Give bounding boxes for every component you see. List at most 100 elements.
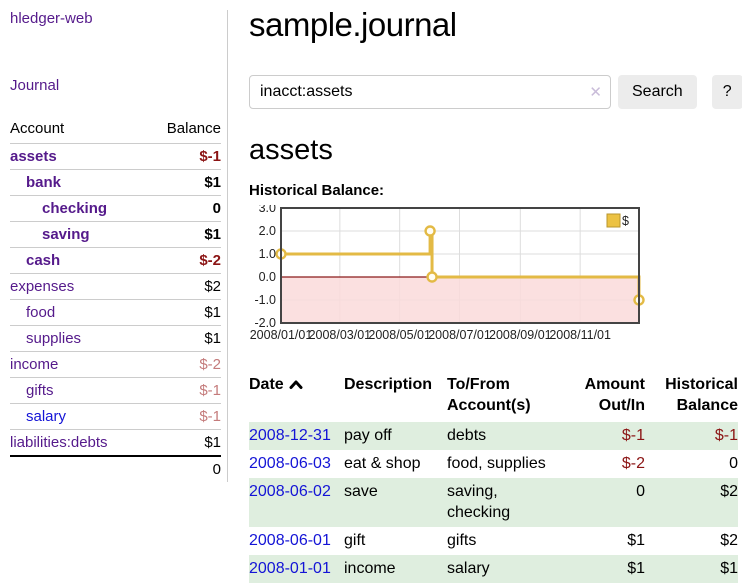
search-button[interactable]: Search: [618, 75, 697, 109]
svg-text:0.0: 0.0: [259, 270, 276, 284]
brand-link[interactable]: hledger-web: [10, 10, 93, 27]
account-row: income $-2: [10, 351, 221, 378]
account-row: expenses $2: [10, 273, 221, 300]
transaction-amount: $1: [565, 555, 645, 583]
account-row: assets $-1: [10, 143, 221, 170]
accounts-table: Account Balance assets $-1 bank $1 checking 0…: [10, 116, 221, 482]
search-wrap: ✕: [249, 75, 611, 109]
account-balance: $-1: [145, 143, 221, 170]
sidebar-inner: hledger-web Journal Account Balance asse…: [10, 10, 228, 482]
data-point-marker: [426, 271, 438, 283]
account-link-liabilities-debts[interactable]: liabilities:debts: [10, 434, 108, 451]
transaction-description: income: [344, 555, 447, 583]
svg-text:2.0: 2.0: [259, 224, 276, 238]
sidebar-item-journal[interactable]: Journal: [10, 77, 60, 94]
account-row: salary $-1: [10, 403, 221, 430]
data-point-marker: [424, 225, 436, 237]
account-link-saving[interactable]: saving: [42, 226, 90, 243]
svg-text:2008/09/01: 2008/09/01: [489, 328, 552, 342]
transaction-accounts: debts: [447, 422, 565, 450]
register-header-date[interactable]: Date: [249, 372, 344, 422]
clear-search-icon[interactable]: ✕: [589, 84, 602, 101]
page-title: sample.journal: [249, 6, 457, 43]
account-link-supplies[interactable]: supplies: [26, 330, 82, 347]
svg-text:1.0: 1.0: [259, 247, 276, 261]
account-link-expenses[interactable]: expenses: [10, 278, 75, 295]
transaction-amount: $1: [627, 532, 645, 549]
transaction-date-link[interactable]: 2008-06-03: [249, 455, 331, 472]
account-balance: $2: [145, 273, 221, 300]
account-row: saving $1: [10, 221, 221, 248]
register-row: 2008-06-01 gift gifts $1 $2: [249, 527, 738, 555]
transaction-description: gift: [344, 532, 366, 549]
account-balance: $1: [145, 169, 221, 196]
search-input[interactable]: [249, 75, 611, 109]
account-link-assets[interactable]: assets: [10, 148, 57, 165]
account-balance: $1: [145, 299, 221, 326]
account-link-gifts[interactable]: gifts: [26, 382, 54, 399]
transaction-description: pay off: [344, 422, 447, 450]
account-balance: $1: [145, 325, 221, 352]
transaction-date-link[interactable]: 2008-12-31: [249, 427, 331, 444]
account-link-checking[interactable]: checking: [42, 200, 108, 217]
help-button[interactable]: ?: [711, 75, 742, 109]
register-row: 2008-06-03 eat & shop food, supplies $-2 0: [249, 450, 738, 478]
transaction-date-link[interactable]: 2008-01-01: [249, 560, 331, 577]
transaction-amount: $-1: [565, 422, 645, 450]
account-row: supplies $1: [10, 325, 221, 352]
transaction-date-link[interactable]: 2008-06-02: [249, 483, 331, 500]
transaction-accounts: saving, checking: [447, 478, 565, 527]
account-balance: $-1: [145, 403, 221, 430]
register-header-desc: Description: [344, 376, 433, 393]
svg-text:-1.0: -1.0: [254, 293, 276, 307]
account-link-salary[interactable]: salary: [26, 408, 67, 425]
account-link-income[interactable]: income: [10, 356, 59, 373]
accounts-header-account: Account: [10, 116, 146, 144]
account-row: cash $-2: [10, 247, 221, 274]
register-row: 2008-12-31 pay off debts $-1 $-1: [249, 422, 738, 450]
svg-text:3.0: 3.0: [259, 205, 276, 215]
sidebar: hledger-web Journal Account Balance asse…: [0, 0, 232, 482]
account-link-cash[interactable]: cash: [26, 252, 61, 269]
account-row: food $1: [10, 299, 221, 326]
account-row: gifts $-1: [10, 377, 221, 404]
main-content: sample.journal ✕ Search ? assets Histori…: [232, 0, 742, 583]
accounts-header-balance: Balance: [145, 116, 221, 144]
svg-text:2008/01/01: 2008/01/01: [250, 328, 313, 342]
svg-text:2008/03/01: 2008/03/01: [309, 328, 372, 342]
transaction-description: save: [344, 478, 447, 527]
transaction-date-link[interactable]: 2008-06-01: [249, 532, 331, 549]
register-table: Date Description To/From Account(s) Amount …: [249, 372, 738, 583]
transaction-balance: $-1: [645, 422, 738, 450]
accounts-total-balance: 0: [212, 461, 221, 478]
transaction-accounts: gifts: [447, 532, 477, 549]
transaction-accounts: food, supplies: [447, 455, 546, 472]
historical-balance-chart: $3.0 2.0 1.0 0.0 -1.0 -2.0 2008/01/01 2008/03/0…: [249, 205, 742, 351]
transaction-balance: $1: [645, 555, 738, 583]
transaction-accounts: salary: [447, 555, 565, 583]
transaction-balance: $2: [645, 478, 738, 527]
chart-svg: $3.0 2.0 1.0 0.0 -1.0 -2.02008/01/012008/03/0…: [250, 205, 645, 342]
register-row: 2008-06-02 save saving, checking 0 $2: [249, 478, 738, 527]
legend-swatch: [606, 213, 621, 228]
account-link-food[interactable]: food: [26, 304, 56, 321]
svg-text:2008/07/01: 2008/07/01: [428, 328, 491, 342]
account-link-bank[interactable]: bank: [26, 174, 62, 191]
legend-label: $: [622, 214, 629, 228]
account-row: checking 0: [10, 195, 221, 222]
transaction-balance: $2: [720, 532, 738, 549]
chart-title: Historical Balance:: [249, 182, 385, 199]
account-balance: $-1: [145, 377, 221, 404]
account-heading: assets: [249, 134, 333, 166]
svg-text:2008/11/01: 2008/11/01: [549, 328, 611, 342]
sort-ascending-icon: [289, 380, 303, 389]
register-header-bal: Historical Balance: [665, 376, 738, 414]
account-balance: 0: [145, 195, 221, 222]
account-balance: $1: [145, 429, 221, 457]
account-balance: $-2: [145, 247, 221, 274]
transaction-balance: 0: [729, 455, 738, 472]
account-balance: $1: [145, 221, 221, 248]
transaction-description: eat & shop: [344, 455, 421, 472]
register-header-acct: To/From Account(s): [447, 376, 531, 414]
